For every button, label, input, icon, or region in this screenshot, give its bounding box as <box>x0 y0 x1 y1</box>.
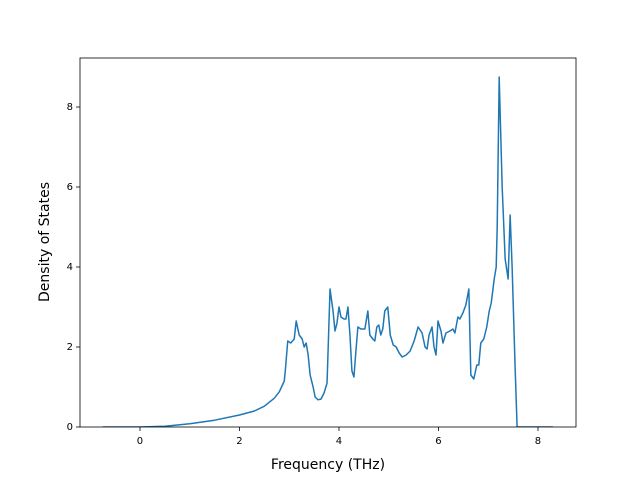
x-tick-label: 6 <box>435 436 441 447</box>
dos-line <box>102 76 553 427</box>
x-tick-label: 4 <box>336 436 342 447</box>
y-tick-label: 8 <box>67 102 73 113</box>
x-tick-label: 8 <box>535 436 541 447</box>
y-tick-label: 4 <box>67 262 73 273</box>
plot-frame <box>79 57 577 428</box>
y-tick-label: 2 <box>67 342 73 353</box>
y-axis-label: Density of States <box>37 182 53 302</box>
x-axis-label: Frequency (THz) <box>271 457 385 473</box>
x-tick-label: 0 <box>137 436 143 447</box>
y-tick-label: 0 <box>67 422 73 433</box>
y-tick-label: 6 <box>67 182 73 193</box>
x-tick-label: 2 <box>236 436 242 447</box>
